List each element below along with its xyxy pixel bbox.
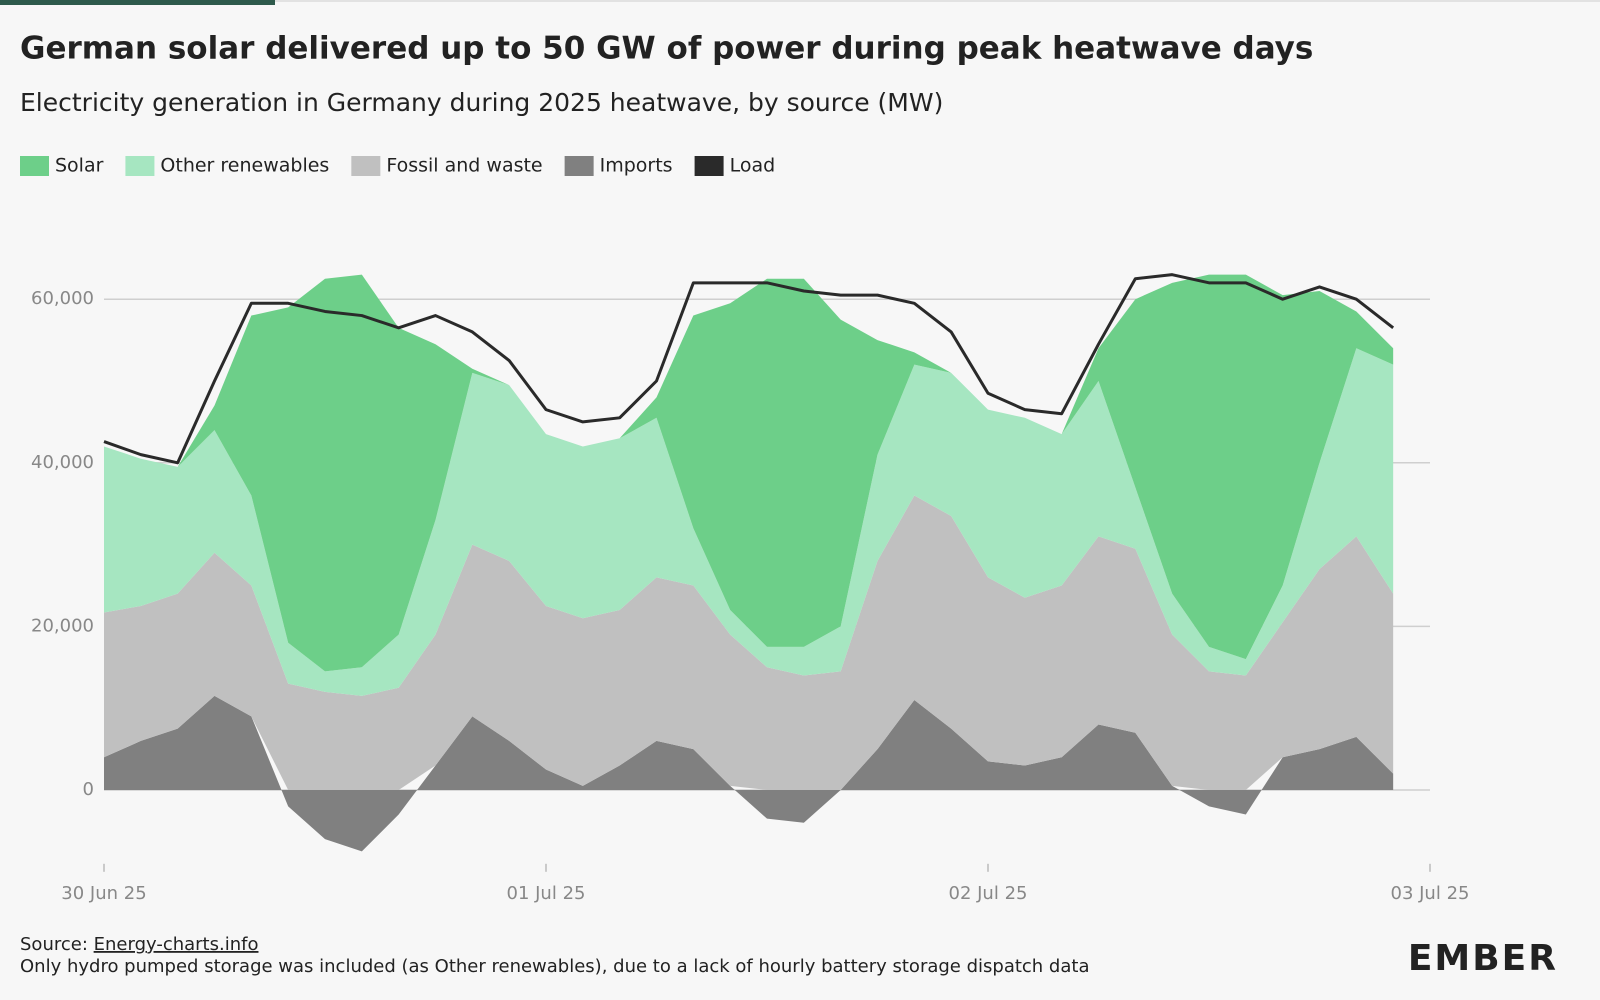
area-1 — [104, 495, 1394, 790]
chart-subtitle: Electricity generation in Germany during… — [20, 88, 943, 117]
load-line — [103, 273, 1395, 465]
legend-label: Other renewables — [160, 155, 329, 177]
source: Source: Energy-charts.info — [20, 934, 258, 955]
area-3 — [104, 274, 1394, 672]
legend-swatch — [351, 156, 381, 176]
legend-swatch — [694, 156, 724, 176]
legend-label: Solar — [55, 155, 104, 177]
x-tick-label: 03 Jul 25 — [1391, 883, 1470, 904]
chart-title: German solar delivered up to 50 GW of po… — [20, 31, 1313, 67]
legend-label: Fossil and waste — [386, 155, 542, 177]
source-link[interactable]: Energy-charts.info — [94, 934, 259, 955]
y-tick-label: 20,000 — [31, 615, 94, 636]
y-tick-label: 0 — [83, 779, 94, 800]
x-tick-label: 02 Jul 25 — [949, 883, 1028, 904]
area-2 — [104, 348, 1394, 696]
x-tick-label: 30 Jun 25 — [61, 883, 146, 904]
legend-label: Imports — [600, 155, 673, 177]
legend-swatch — [125, 156, 155, 176]
legend-label: Load — [730, 155, 776, 177]
legend-swatch — [564, 156, 594, 176]
x-tick-label: 01 Jul 25 — [507, 883, 586, 904]
y-tick-label: 60,000 — [31, 288, 94, 309]
y-tick-label: 40,000 — [31, 452, 94, 473]
note: Only hydro pumped storage was included (… — [20, 956, 1089, 977]
brand-logo: EMBER — [1408, 938, 1558, 979]
legend-swatch — [20, 156, 49, 176]
source-label: Source: — [20, 934, 88, 955]
area-0 — [104, 695, 1394, 852]
top-accent — [0, 0, 275, 5]
